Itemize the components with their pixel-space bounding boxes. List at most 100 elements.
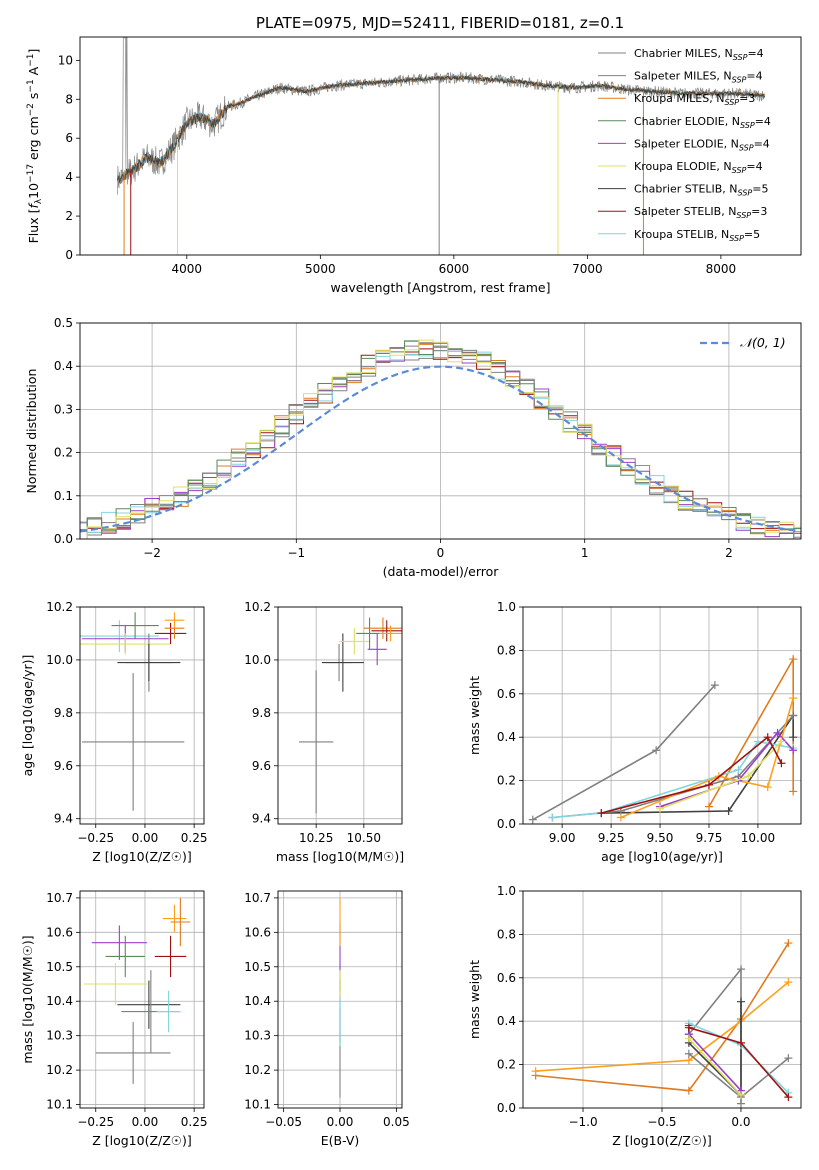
figure-title: PLATE=0975, MJD=52411, FIBERID=0181, z=0… bbox=[256, 14, 624, 32]
y-tick-label: 0.0 bbox=[497, 1101, 516, 1115]
y-tick-label: 0.3 bbox=[54, 402, 73, 416]
y-tick-label: 10.1 bbox=[46, 1098, 73, 1112]
errorbar-point bbox=[80, 633, 171, 655]
weight-marker bbox=[784, 1093, 793, 1102]
errorbar-point bbox=[379, 625, 402, 642]
histogram-kroupa-elodie bbox=[80, 339, 801, 539]
legend-entry: Chabrier MILES, NSSP=4 bbox=[634, 47, 764, 62]
y-tick-label: 0.8 bbox=[497, 643, 516, 657]
weight-marker bbox=[656, 804, 665, 813]
axes-frame bbox=[522, 890, 802, 1109]
x-tick-label: 8000 bbox=[706, 262, 737, 276]
legend-entry: Chabrier STELIB, NSSP=5 bbox=[634, 183, 768, 198]
weight-marker bbox=[684, 1086, 693, 1095]
weight-marker bbox=[724, 806, 733, 815]
errorbar-point bbox=[81, 673, 185, 811]
weight-marker bbox=[531, 1067, 540, 1076]
y-tick-label: 0.6 bbox=[497, 687, 516, 701]
weight-marker bbox=[789, 787, 798, 796]
weight-series-line bbox=[688, 966, 742, 1104]
weight-marker bbox=[777, 759, 786, 768]
legend-entry: 𝒩(0, 1) bbox=[740, 335, 786, 350]
x-tick-label: 10.00 bbox=[741, 831, 775, 845]
x-tick-label: −1 bbox=[287, 546, 305, 560]
errorbar-point bbox=[170, 897, 191, 947]
axes-frame bbox=[277, 890, 403, 1109]
y-tick-label: 10.4 bbox=[46, 994, 73, 1008]
histogram-salpeter-elodie bbox=[80, 342, 801, 538]
weight-marker bbox=[784, 978, 793, 987]
weight-marker bbox=[744, 772, 753, 781]
y-tick-label: 8 bbox=[65, 92, 73, 106]
errorbar-point bbox=[356, 617, 383, 650]
histogram-chabrier-elodie bbox=[80, 340, 801, 534]
y-axis-label: mass [log10(M/M☉)] bbox=[20, 935, 35, 1063]
y-tick-label: 1.0 bbox=[497, 884, 516, 898]
normal-curve bbox=[80, 365, 799, 533]
errorbar-point bbox=[83, 963, 147, 1005]
x-tick-label: −0.05 bbox=[265, 1115, 302, 1129]
x-tick-label: 5000 bbox=[305, 262, 336, 276]
axes-frame bbox=[79, 36, 802, 256]
y-tick-label: 0.6 bbox=[497, 971, 516, 985]
weight-series-line bbox=[601, 735, 783, 814]
errorbar-point bbox=[371, 620, 402, 642]
x-tick-label: −1.0 bbox=[568, 1115, 597, 1129]
residuals-panel: −2 −1 0 1 2 0.0 0.1 0.2 0.3 0.4 0.5 (data-model)/er… bbox=[24, 316, 802, 579]
y-tick-label: 9.6 bbox=[54, 759, 73, 773]
y-axis-label: mass weight bbox=[467, 960, 482, 1039]
weight-marker bbox=[597, 809, 606, 818]
x-tick-label: 1 bbox=[581, 546, 589, 560]
weight-marker bbox=[789, 733, 798, 742]
x-tick-label: 2 bbox=[725, 546, 733, 560]
x-tick-label: 0.25 bbox=[181, 831, 208, 845]
y-axis-label: Normed distribution bbox=[24, 369, 39, 494]
residuals-plot-area bbox=[80, 339, 801, 539]
legend-entry: Salpeter STELIB, NSSP=3 bbox=[634, 205, 767, 220]
spectrum-line-chabrier-stelib bbox=[117, 74, 766, 184]
x-axis-label: Z [log10(Z/Z☉)] bbox=[92, 1133, 192, 1148]
y-tick-label: 1.0 bbox=[497, 600, 516, 614]
x-axis-label: wavelength [Angstrom, rest frame] bbox=[330, 280, 550, 295]
y-tick-label: 2 bbox=[65, 209, 73, 223]
y-tick-label: 10.7 bbox=[244, 891, 271, 905]
weight-marker bbox=[710, 681, 719, 690]
x-tick-label: −0.25 bbox=[77, 1115, 114, 1129]
errorbar-point bbox=[154, 935, 187, 978]
errorbar-point bbox=[117, 980, 181, 1029]
age-vs-mass-plot-area bbox=[298, 617, 402, 814]
weight-vs-age-plot-area bbox=[528, 655, 798, 824]
errorbar-point bbox=[95, 1021, 171, 1084]
weight-marker bbox=[736, 997, 745, 1006]
weight-marker bbox=[704, 802, 713, 811]
axes-frame bbox=[277, 606, 403, 825]
weight-marker bbox=[616, 813, 625, 822]
age-vs-mass-panel: 10.25 10.50 9.4 9.6 9.8 10.0 10.2 mass [log10(M… bbox=[244, 600, 404, 864]
weight-series-line bbox=[552, 740, 794, 819]
y-axis-label: Flux [fλ10−17 erg cm−2 s−1 A−1] bbox=[26, 49, 44, 244]
y-tick-label: 10.4 bbox=[244, 994, 271, 1008]
weight-marker bbox=[789, 711, 798, 720]
age-vs-Z-panel: −0.25 0.00 0.25 9.4 9.6 9.8 10.0 10.2 Z [log10(Z… bbox=[20, 600, 208, 864]
axes-frame bbox=[79, 890, 205, 1109]
weight-marker bbox=[684, 1023, 693, 1032]
y-tick-label: 0.0 bbox=[54, 532, 73, 546]
errorbar-point bbox=[111, 612, 159, 639]
legend-entry: Kroupa MILES, NSSP=3 bbox=[634, 92, 755, 107]
x-tick-label: 0.0 bbox=[731, 1115, 750, 1129]
weight-series-line bbox=[532, 684, 716, 821]
x-axis-label: age [log10(age/yr)] bbox=[601, 849, 723, 864]
y-tick-label: 0.0 bbox=[497, 817, 516, 831]
y-tick-label: 0.2 bbox=[54, 446, 73, 460]
y-tick-label: 9.4 bbox=[54, 812, 73, 826]
errorbar-point bbox=[339, 628, 370, 655]
x-axis-label: Z [log10(Z/Z☉)] bbox=[92, 849, 192, 864]
y-tick-label: 0.2 bbox=[497, 1058, 516, 1072]
errorbar-point bbox=[91, 925, 147, 960]
weight-marker bbox=[736, 1038, 745, 1047]
x-tick-label: 0.05 bbox=[383, 1115, 410, 1129]
weight-marker bbox=[763, 783, 772, 792]
y-tick-label: 0.1 bbox=[54, 489, 73, 503]
weight-marker bbox=[789, 746, 798, 755]
y-tick-label: 0.4 bbox=[497, 1014, 516, 1028]
